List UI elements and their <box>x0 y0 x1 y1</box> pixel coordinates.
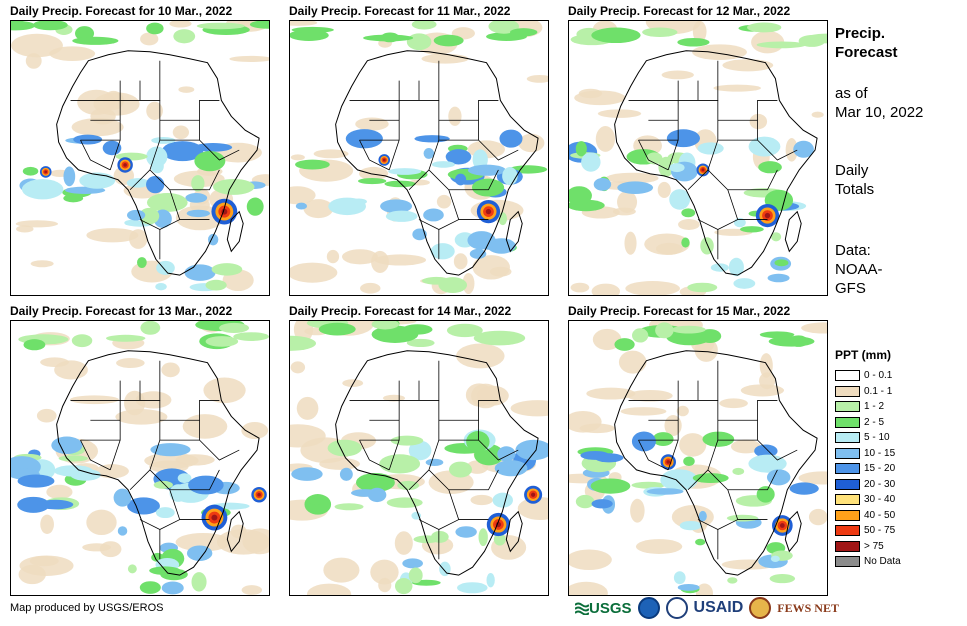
legend-swatch <box>835 540 860 552</box>
africa-precip-map <box>290 21 548 295</box>
legend-label: No Data <box>864 556 901 568</box>
sidebar-data-line1: Data: <box>835 242 871 259</box>
africa-precip-map <box>569 321 827 595</box>
usgs-logo-text: USGS <box>589 599 632 617</box>
sidebar-asof: as of Mar 10, 2022 <box>835 84 923 122</box>
sidebar-data-source: Data: NOAA- GFS <box>835 241 883 298</box>
fewsnet-globe-icon <box>749 597 772 619</box>
legend-item: > 75 <box>835 539 901 555</box>
usaid-seal-icon <box>665 597 688 619</box>
legend-item: 1 - 2 <box>835 399 901 415</box>
map-panel-mar-10 <box>10 20 270 296</box>
legend-swatch <box>835 463 860 475</box>
map-title-mar-12: Daily Precip. Forecast for 12 Mar., 2022 <box>568 4 791 18</box>
map-panel-mar-11 <box>289 20 549 296</box>
legend-label: 2 - 5 <box>864 416 885 428</box>
map-title-mar-10: Daily Precip. Forecast for 10 Mar., 2022 <box>10 4 233 18</box>
legend-swatch <box>835 432 860 444</box>
legend-label: 50 - 75 <box>864 525 896 537</box>
usgs-wave-icon <box>575 602 589 615</box>
map-title-mar-13: Daily Precip. Forecast for 13 Mar., 2022 <box>10 304 233 318</box>
legend-label: 10 - 15 <box>864 447 896 459</box>
credit-text: Map produced by USGS/EROS <box>10 602 164 614</box>
legend-label: 0 - 0.1 <box>864 370 893 382</box>
africa-precip-map <box>290 321 548 595</box>
legend-item: 0 - 0.1 <box>835 368 901 384</box>
map-panel-mar-13 <box>10 320 270 596</box>
sidebar-asof-line1: as of <box>835 85 868 102</box>
legend-item: 50 - 75 <box>835 523 901 539</box>
sidebar-asof-line2: Mar 10, 2022 <box>835 104 924 121</box>
legend-label: 1 - 2 <box>864 401 885 413</box>
legend-swatch <box>835 556 860 568</box>
map-panel-mar-12 <box>568 20 828 296</box>
africa-precip-map <box>11 321 269 595</box>
map-title-mar-11: Daily Precip. Forecast for 11 Mar., 2022 <box>289 4 511 18</box>
sidebar-data-line3: GFS <box>835 280 866 297</box>
sidebar-title-line2: Forecast <box>835 44 898 61</box>
legend-label: 20 - 30 <box>864 478 896 490</box>
africa-precip-map <box>11 21 269 295</box>
legend-swatch <box>835 525 860 537</box>
legend-label: 5 - 10 <box>864 432 890 444</box>
sidebar-totals-line1: Daily <box>835 162 869 179</box>
sidebar-totals: Daily Totals <box>835 161 874 199</box>
legend-item: 5 - 10 <box>835 430 901 446</box>
legend-swatch <box>835 478 860 490</box>
legend-swatch <box>835 370 860 382</box>
legend-item: 30 - 40 <box>835 492 901 508</box>
legend-item: 40 - 50 <box>835 508 901 524</box>
legend-swatch <box>835 401 860 413</box>
legend-label: 15 - 20 <box>864 463 896 475</box>
legend-label: 30 - 40 <box>864 494 896 506</box>
legend-swatch <box>835 509 860 521</box>
sidebar-data-line2: NOAA- <box>835 261 883 278</box>
map-title-mar-15: Daily Precip. Forecast for 15 Mar., 2022 <box>568 304 791 318</box>
map-title-mar-14: Daily Precip. Forecast for 14 Mar., 2022 <box>289 304 512 318</box>
legend-swatch <box>835 416 860 428</box>
legend-item: 2 - 5 <box>835 415 901 431</box>
legend-item: 20 - 30 <box>835 477 901 493</box>
logo-strip: USGS USAID FEWS NET <box>575 594 839 622</box>
usgs-logo: USGS <box>575 600 632 617</box>
legend-swatch <box>835 447 860 459</box>
usaid-logo: USAID <box>693 599 744 616</box>
legend-item: 0.1 - 1 <box>835 384 901 400</box>
legend-item: 15 - 20 <box>835 461 901 477</box>
map-panel-mar-15 <box>568 320 828 596</box>
sidebar-totals-line2: Totals <box>835 181 875 198</box>
sidebar-title-line1: Precip. <box>835 25 886 42</box>
legend-item: No Data <box>835 554 901 570</box>
legend: 0 - 0.1 0.1 - 1 1 - 2 2 - 5 5 - 10 10 - 15 15 … <box>835 368 901 570</box>
legend-item: 10 - 15 <box>835 446 901 462</box>
map-panel-mar-14 <box>289 320 549 596</box>
sidebar-title: Precip. Forecast <box>835 24 898 62</box>
fewsnet-logo: FEWS NET <box>777 600 839 615</box>
legend-label: 40 - 50 <box>864 509 896 521</box>
legend-label: > 75 <box>864 540 884 552</box>
legend-swatch <box>835 494 860 506</box>
legend-title: PPT (mm) <box>835 348 892 362</box>
africa-precip-map <box>569 21 827 295</box>
legend-swatch <box>835 385 860 397</box>
noaa-logo <box>637 597 660 619</box>
legend-label: 0.1 - 1 <box>864 385 893 397</box>
